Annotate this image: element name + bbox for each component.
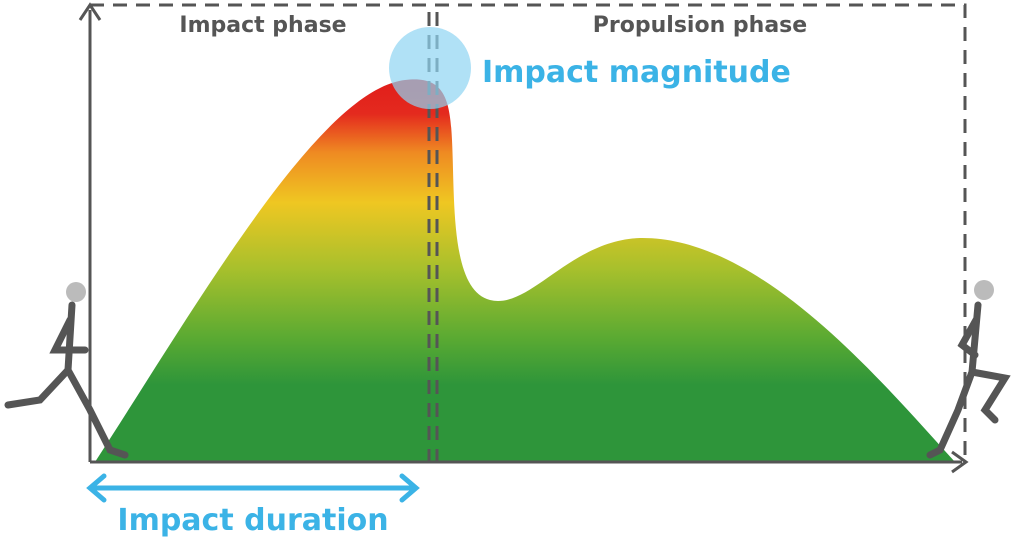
runner-right <box>926 280 1011 459</box>
runner-left <box>4 282 129 459</box>
phase-label: Propulsion phase <box>593 13 807 38</box>
phase-label: Impact phase <box>179 13 346 38</box>
force-curve <box>95 79 955 463</box>
duration-arrow <box>86 473 420 503</box>
magnitude-marker <box>389 27 471 109</box>
duration-label: Impact duration <box>117 503 388 538</box>
magnitude-label: Impact magnitude <box>482 55 791 90</box>
